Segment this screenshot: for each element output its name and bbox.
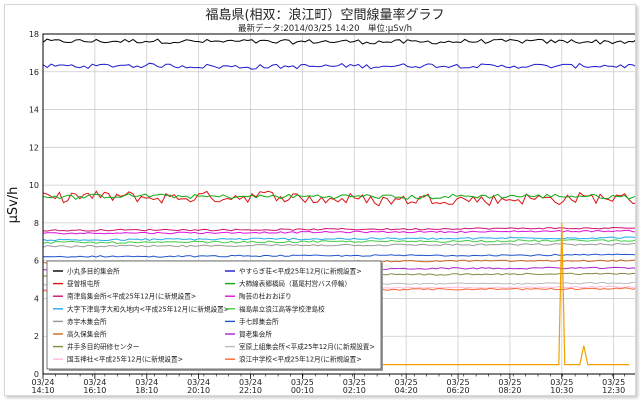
x-tick-date: 03/25 bbox=[395, 378, 418, 387]
legend-entry: 高久保集会所 bbox=[67, 330, 107, 339]
legend-entry: 福島県立浪江高等学校津島校 bbox=[239, 304, 325, 313]
x-tick-time: 02:10 bbox=[343, 386, 366, 395]
radiation-line-chart: 福島県(相双：浪江町）空間線量率グラフ 最新データ:2014/03/25 14:… bbox=[6, 7, 635, 395]
legend-entry: 浪江中学校<平成25年12月(に新規設置> bbox=[239, 355, 362, 364]
legend-entry: 大字下津島字大和久地内<平成25年12月(に新規設置> bbox=[67, 304, 229, 313]
legend-entry: やすらぎ荘<平成25年12月(に新規設置> bbox=[239, 267, 362, 276]
series-line bbox=[42, 38, 635, 45]
x-tick-date: 03/24 bbox=[239, 378, 262, 387]
legend-entry: 陶芸の杜おおぼり bbox=[239, 292, 292, 301]
x-tick-time: 08:20 bbox=[498, 386, 521, 395]
series-line bbox=[42, 229, 635, 235]
legend-entry: 昼曽根屯所 bbox=[67, 279, 100, 288]
legend: 小丸多目的集会所 やすらぎ荘<平成25年12月(に新規設置> 昼曽根屯所 大柿線表郷橋… bbox=[46, 260, 383, 371]
y-tick-label: 10 bbox=[29, 181, 39, 190]
x-tick-date: 03/25 bbox=[602, 378, 625, 387]
x-tick-time: 14:10 bbox=[31, 386, 54, 395]
y-tick-label: 0 bbox=[34, 370, 39, 379]
x-tick-time: 06:20 bbox=[446, 386, 469, 395]
legend-entry: 大柿線表郷橋局（葛尾村営バス停輸） bbox=[239, 279, 351, 288]
x-tick-time: 22:10 bbox=[239, 386, 262, 395]
x-tick-date: 03/25 bbox=[291, 378, 314, 387]
legend-entry: 南津島集会所<平成25年12月(に新規設置> bbox=[67, 292, 196, 301]
chart-frame: 福島県(相双：浪江町）空間線量率グラフ 最新データ:2014/03/25 14:… bbox=[4, 4, 636, 396]
series-line bbox=[42, 239, 635, 245]
x-tick-date: 03/25 bbox=[498, 378, 521, 387]
series-line bbox=[42, 236, 635, 242]
series-line bbox=[42, 226, 635, 232]
y-tick-label: 16 bbox=[29, 68, 39, 77]
series-line bbox=[42, 62, 635, 70]
chart-title: 福島県(相双：浪江町）空間線量率グラフ bbox=[205, 7, 444, 23]
x-tick-time: 04:20 bbox=[395, 386, 418, 395]
legend-entry: 赤宇木集会所 bbox=[67, 317, 107, 326]
y-tick-label: 14 bbox=[29, 106, 39, 115]
y-axis-label: μSv/h bbox=[6, 187, 21, 224]
x-tick-date: 03/25 bbox=[343, 378, 366, 387]
y-tick-label: 4 bbox=[34, 294, 39, 303]
chart-subtitle: 最新データ:2014/03/25 14:20 単位:μSv/h bbox=[238, 23, 412, 34]
series-line bbox=[42, 193, 635, 201]
legend-entry: 賀老集会所 bbox=[239, 330, 272, 339]
x-tick-time: 00:10 bbox=[291, 386, 314, 395]
x-tick-date: 03/25 bbox=[550, 378, 573, 387]
series-line bbox=[42, 242, 635, 248]
x-tick-date: 03/25 bbox=[446, 378, 469, 387]
x-tick-time: 18:10 bbox=[135, 386, 158, 395]
x-tick-time: 10:30 bbox=[550, 386, 573, 395]
legend-entry: 国玉神社<平成25年12月(に新規設置> bbox=[67, 355, 183, 364]
legend-entry: 小丸多目的集会所 bbox=[67, 267, 120, 276]
x-tick-date: 03/24 bbox=[187, 378, 210, 387]
x-tick-date: 03/24 bbox=[31, 378, 54, 387]
y-tick-label: 12 bbox=[29, 143, 39, 152]
x-tick-time: 16:10 bbox=[83, 386, 106, 395]
series-line bbox=[42, 190, 635, 207]
legend-entry: 手七郎集会所 bbox=[239, 317, 279, 326]
series-line bbox=[42, 253, 635, 258]
x-tick-time: 12:30 bbox=[602, 386, 625, 395]
x-tick-time: 20:10 bbox=[187, 386, 210, 395]
y-tick-label: 2 bbox=[34, 332, 39, 341]
legend-box bbox=[46, 260, 382, 370]
legend-entry: 室原上組集会所<平成25年12月(に新規設置> bbox=[239, 342, 375, 351]
x-tick-date: 03/24 bbox=[135, 378, 158, 387]
y-tick-label: 18 bbox=[29, 30, 39, 39]
y-tick-label: 6 bbox=[34, 257, 39, 266]
y-tick-label: 8 bbox=[34, 219, 39, 228]
x-tick-date: 03/24 bbox=[83, 378, 106, 387]
legend-entry: 井手多目的研修センター bbox=[67, 342, 140, 351]
